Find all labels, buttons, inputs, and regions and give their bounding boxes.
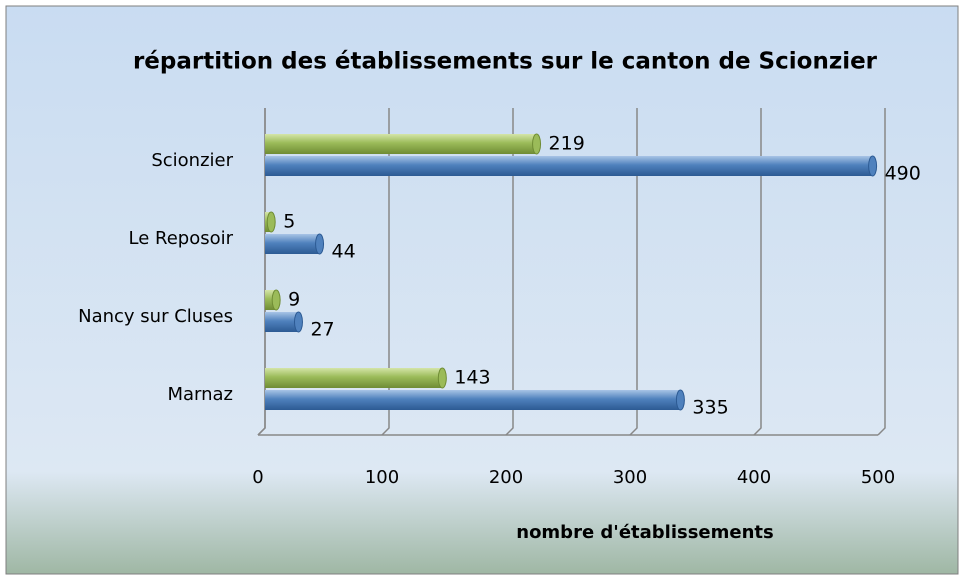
bar [265, 368, 443, 388]
bar-cap [437, 367, 447, 389]
x-axis-title: nombre d'établissements [516, 522, 773, 543]
value-label: 219 [549, 133, 585, 155]
value-label: 143 [454, 367, 490, 389]
value-label: 44 [332, 241, 356, 263]
value-label: 490 [885, 163, 921, 185]
x-tick-label: 100 [365, 467, 399, 488]
bar-cap [271, 289, 281, 311]
bar-cap [266, 211, 276, 233]
grid-line [629, 108, 638, 436]
x-tick-label: 200 [489, 467, 523, 488]
value-label: 9 [288, 289, 300, 311]
grid-line [877, 108, 886, 436]
x-tick-label: 300 [613, 467, 647, 488]
x-tick-label: 500 [861, 467, 895, 488]
grid-line [505, 108, 514, 436]
bar [265, 390, 681, 410]
bar-cap [675, 389, 685, 411]
bar-cap [315, 233, 325, 255]
bar [265, 234, 320, 254]
value-label: 5 [283, 211, 295, 233]
y-tick-label: Le Reposoir [128, 228, 233, 249]
bar-cap [868, 155, 878, 177]
bar [265, 156, 873, 176]
x-tick-label: 400 [737, 467, 771, 488]
y-tick-label: Scionzier [151, 150, 233, 171]
grid-line [753, 108, 762, 436]
chart-title: répartition des établissements sur le ca… [133, 49, 878, 75]
bar-cap [532, 133, 542, 155]
bar-cap [293, 311, 303, 333]
value-label: 27 [310, 319, 334, 341]
x-tick-label: 0 [252, 467, 263, 488]
chart-background [5, 5, 959, 575]
bar [265, 312, 299, 332]
y-tick-label: Marnaz [167, 384, 233, 405]
value-label: 335 [692, 397, 728, 419]
bar [265, 134, 537, 154]
y-tick-label: Nancy sur Cluses [78, 306, 233, 327]
grid-line [381, 108, 390, 436]
bar [265, 290, 277, 310]
